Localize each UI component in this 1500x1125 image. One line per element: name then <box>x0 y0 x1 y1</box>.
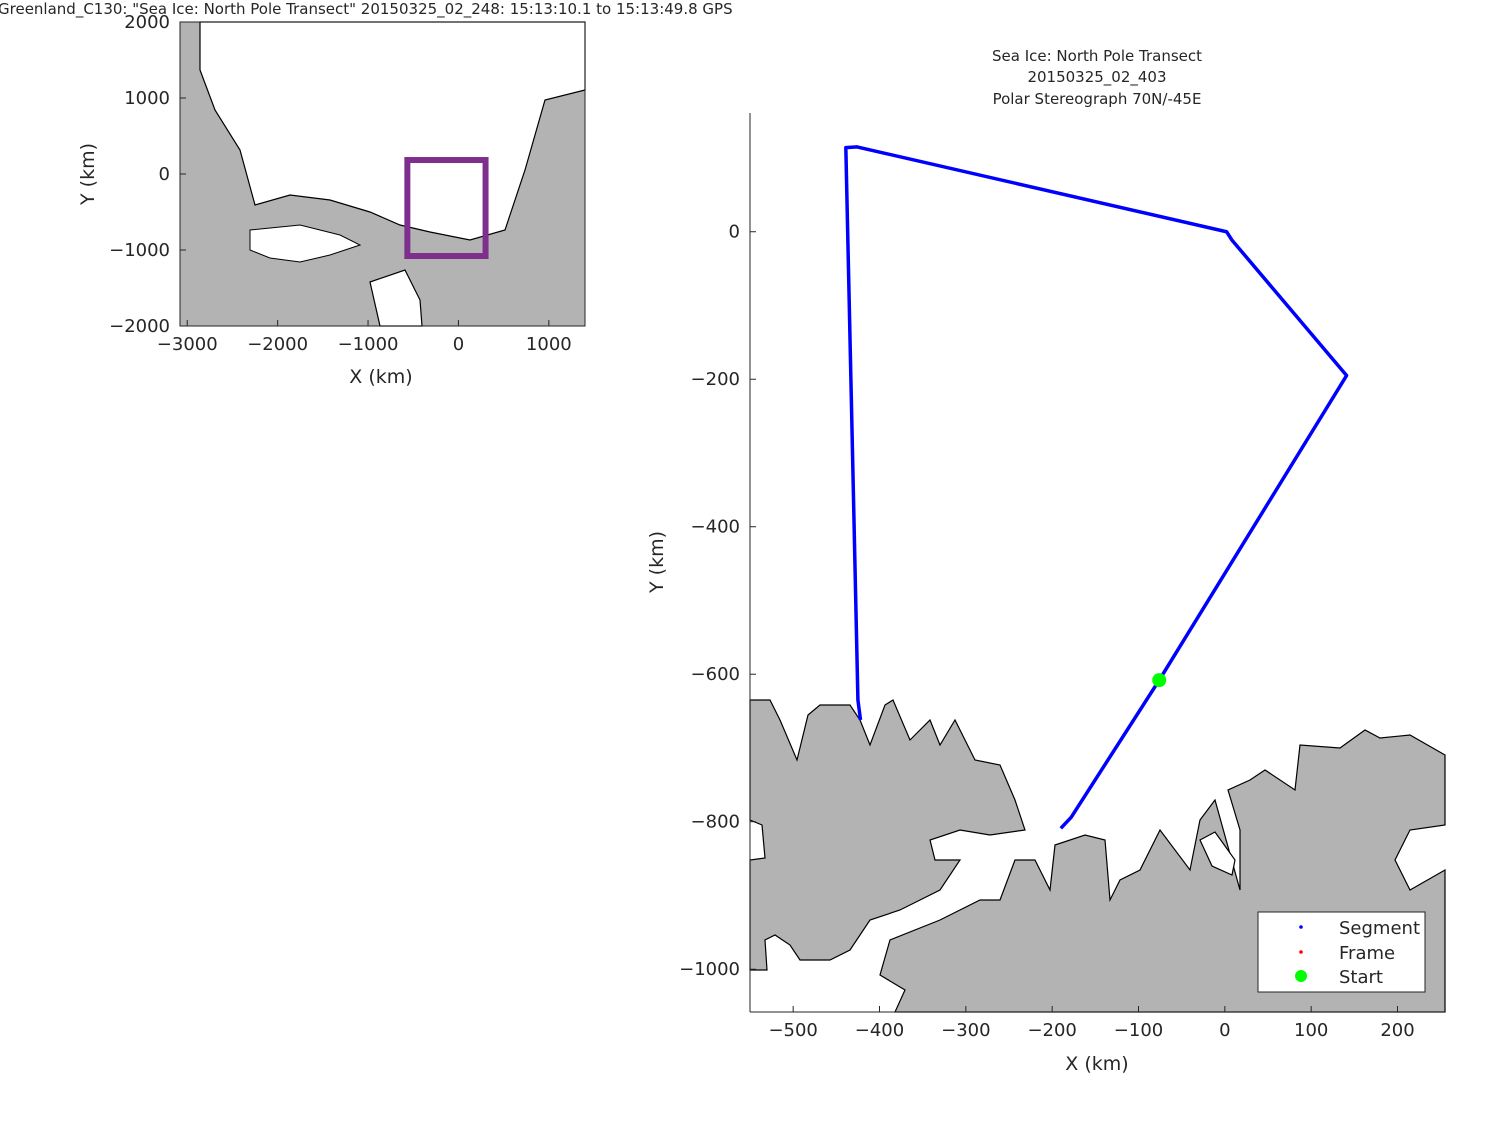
overview-highlight-box <box>404 157 489 260</box>
plot-ytick-label: 0 <box>729 222 740 243</box>
overview-ytick-label: −2000 <box>109 316 170 337</box>
plot-title-line-2: 20150325_02_403 <box>1027 68 1166 87</box>
overview-xtick-label: −2000 <box>247 334 308 355</box>
plot-xtick-label: 0 <box>1219 1020 1230 1041</box>
land-west <box>749 699 1026 971</box>
legend-segment-marker <box>1299 925 1303 929</box>
overview-xtick-label: 0 <box>453 334 464 355</box>
legend-start-marker <box>1295 970 1307 982</box>
plot-title-line-1: Sea Ice: North Pole Transect <box>992 47 1202 65</box>
plot-xtick-label: −300 <box>941 1020 990 1041</box>
start-marker <box>1152 673 1167 688</box>
plot-ylabel: Y (km) <box>646 531 668 594</box>
overview-hudson-bay <box>369 269 423 327</box>
plot-ticks: −500 −400 −300 −200 −100 0 100 200−1000−800−600… <box>679 222 1415 1041</box>
transect-plot: Sea Ice: North Pole Transect 20150325_02… <box>646 47 1446 1075</box>
lake <box>1199 831 1236 876</box>
plot-xtick-label: −400 <box>855 1020 904 1041</box>
overview-xtick-label: −3000 <box>157 334 218 355</box>
overview-ylabel: Y (km) <box>77 143 99 206</box>
overview-ocean <box>199 21 586 241</box>
plot-ytick-label: −600 <box>691 664 740 685</box>
plot-title-line-3: Polar Stereograph 70N/-45E <box>993 90 1202 108</box>
segment-track-line <box>844 145 1349 830</box>
overview-xtick-label: 1000 <box>526 334 572 355</box>
plot-ytick-label: −800 <box>691 812 740 833</box>
overview-ytick-label: 1000 <box>124 88 170 109</box>
overview-map: −3000 −2000 −1000 0 1000−2000−1000010002000 … <box>77 12 586 388</box>
plot-xtick-label: −500 <box>768 1020 817 1041</box>
legend-box <box>1257 911 1426 993</box>
overview-ytick-label: −1000 <box>109 240 170 261</box>
figure-title: Greenland_C130: "Sea Ice: North Pole Tra… <box>0 0 733 19</box>
overview-ytick-label: 0 <box>159 164 170 185</box>
plot-xtick-label: −200 <box>1027 1020 1076 1041</box>
overview-ytick-label: 2000 <box>124 12 170 33</box>
plot-ytick-label: −400 <box>691 517 740 538</box>
track-layer <box>844 145 1349 830</box>
legend-frame-marker <box>1299 950 1303 954</box>
overview-xtick-label: −1000 <box>338 334 399 355</box>
plot-xtick-label: 200 <box>1380 1020 1414 1041</box>
legend-segment-label: Segment <box>1339 918 1420 939</box>
plot-xtick-label: −100 <box>1114 1020 1163 1041</box>
legend-frame-label: Frame <box>1339 943 1395 964</box>
legend: Segment Frame Start <box>1257 911 1426 993</box>
overview-xlabel: X (km) <box>349 366 412 388</box>
legend-start-label: Start <box>1339 967 1383 988</box>
plot-ytick-label: −1000 <box>679 959 740 980</box>
plot-ytick-label: −200 <box>691 369 740 390</box>
plot-xtick-label: 100 <box>1294 1020 1328 1041</box>
plot-xlabel: X (km) <box>1065 1053 1128 1075</box>
overview-channels <box>249 224 362 263</box>
